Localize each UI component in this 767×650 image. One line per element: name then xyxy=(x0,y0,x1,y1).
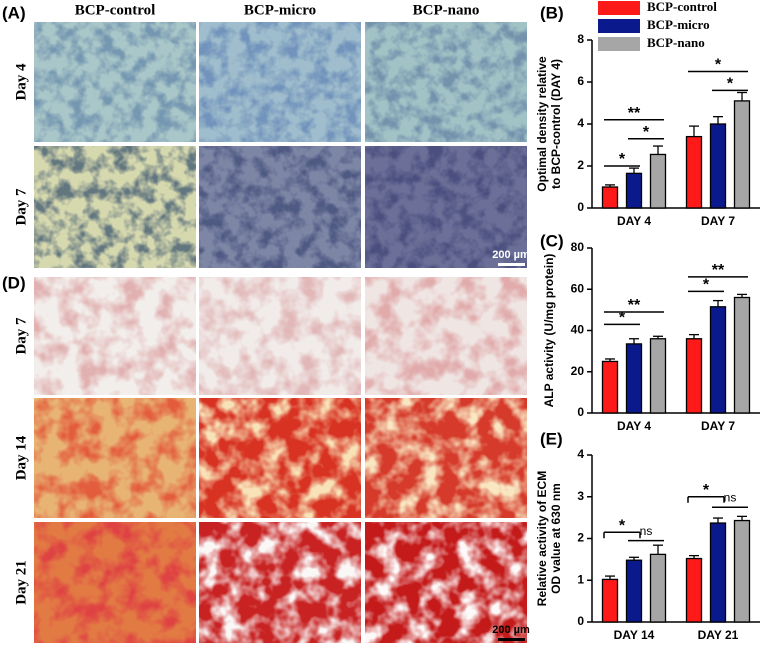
y-axis-label: to BCP-control (DAY 4) xyxy=(549,59,563,189)
bar xyxy=(733,100,751,209)
significance-label: ** xyxy=(628,105,641,122)
micrograph-texture xyxy=(199,398,361,518)
panel-label: (E) xyxy=(540,429,563,448)
y-tick-label: 2 xyxy=(577,158,584,172)
y-tick-label: 2 xyxy=(577,531,584,545)
legend-swatch xyxy=(598,37,640,51)
y-tick-label: 40 xyxy=(571,323,585,337)
bar xyxy=(601,578,619,623)
bar xyxy=(733,296,751,414)
y-tick-label: 20 xyxy=(571,364,585,378)
x-tick-label: DAY 14 xyxy=(614,628,655,642)
y-tick-label: 4 xyxy=(577,116,584,130)
micrograph-texture xyxy=(34,277,196,395)
x-tick-label: DAY 4 xyxy=(617,214,651,228)
y-tick-label: 4 xyxy=(577,447,584,461)
y-tick-label: 0 xyxy=(577,405,584,419)
bar xyxy=(601,186,619,209)
y-axis-label: Relative activity of ECM xyxy=(535,471,549,606)
row-label: Day 21 xyxy=(13,560,29,605)
significance-label: ** xyxy=(628,297,641,314)
micrograph-texture xyxy=(365,277,527,395)
x-tick-label: DAY 7 xyxy=(701,214,735,228)
significance-label: * xyxy=(703,482,710,499)
panel-label: (C) xyxy=(540,231,564,250)
significance-label: * xyxy=(619,517,626,534)
x-tick-label: DAY 21 xyxy=(698,628,739,642)
bar xyxy=(685,557,703,623)
micrograph-texture xyxy=(365,398,527,518)
micrograph-texture xyxy=(199,22,361,142)
y-axis-label: OD value at 630 nm xyxy=(549,483,563,594)
significance-label: * xyxy=(715,57,722,74)
y-axis-label: ALP activity (U/mg protein) xyxy=(542,254,556,408)
y-tick-label: 6 xyxy=(577,74,584,88)
y-tick-label: 0 xyxy=(577,614,584,628)
column-header: BCP-nano xyxy=(413,2,480,18)
significance-label: ns xyxy=(724,490,737,504)
significance-label: * xyxy=(619,310,626,327)
row-label: Day 7 xyxy=(13,317,29,355)
y-tick-label: 8 xyxy=(577,32,584,46)
legend-swatch xyxy=(598,1,640,15)
micrograph-texture xyxy=(199,522,361,643)
scale-bar xyxy=(498,263,525,266)
column-header: BCP-micro xyxy=(244,2,316,18)
micrograph-texture xyxy=(365,22,527,142)
scale-bar-label: 200 µm xyxy=(492,624,530,636)
y-tick-label: 3 xyxy=(577,489,584,503)
bar xyxy=(649,553,667,623)
row-label: Day 4 xyxy=(13,63,29,101)
y-tick-label: 1 xyxy=(577,572,584,586)
micrograph-texture xyxy=(365,146,527,268)
significance-label: * xyxy=(727,76,734,93)
bar xyxy=(709,522,727,623)
micrograph-texture xyxy=(365,522,527,643)
x-tick-label: DAY 7 xyxy=(701,419,735,433)
panel-label: (A) xyxy=(2,3,26,22)
legend-label: BCP-nano xyxy=(647,35,705,50)
bar xyxy=(709,123,727,209)
bar xyxy=(685,338,703,414)
micrograph-texture xyxy=(199,277,361,395)
column-header: BCP-control xyxy=(75,2,156,18)
significance-label: * xyxy=(619,151,626,168)
panel-label: (B) xyxy=(540,3,564,22)
x-tick-label: DAY 4 xyxy=(617,419,651,433)
y-tick-label: 0 xyxy=(577,200,584,214)
micrograph-texture xyxy=(34,22,196,142)
y-tick-label: 80 xyxy=(571,240,585,254)
scale-bar xyxy=(498,638,525,641)
bar xyxy=(709,306,727,414)
panel-label: (D) xyxy=(2,273,26,292)
bar xyxy=(649,338,667,414)
legend-label: BCP-micro xyxy=(647,17,710,32)
y-axis-label: Optimal density relative xyxy=(535,56,549,192)
bar xyxy=(625,559,643,623)
bar xyxy=(733,519,751,623)
row-label: Day 7 xyxy=(13,188,29,226)
legend-swatch xyxy=(598,19,640,33)
significance-label: ns xyxy=(640,524,653,538)
bar xyxy=(685,135,703,209)
legend-label: BCP-control xyxy=(647,0,717,14)
scale-bar-label: 200 µm xyxy=(492,249,530,261)
significance-label: * xyxy=(703,277,710,294)
bar xyxy=(625,172,643,209)
micrograph-texture xyxy=(34,398,196,518)
significance-label: * xyxy=(643,124,650,141)
y-tick-label: 60 xyxy=(571,281,585,295)
significance-label: ** xyxy=(712,262,725,279)
micrograph-texture xyxy=(199,146,361,268)
row-label: Day 14 xyxy=(13,435,29,480)
bar xyxy=(649,153,667,209)
micrograph-texture xyxy=(34,146,196,268)
bar xyxy=(625,343,643,414)
bar xyxy=(601,360,619,414)
micrograph-texture xyxy=(34,522,196,643)
